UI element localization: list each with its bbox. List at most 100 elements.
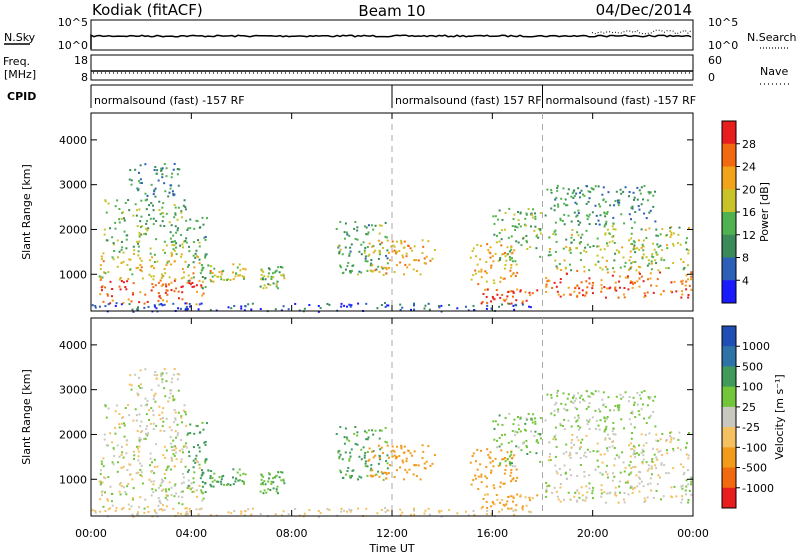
velocity-cell [251,507,254,510]
power-cell [351,264,354,267]
power-cell [485,307,488,310]
velocity-cell [409,452,412,455]
velocity-cell [154,489,157,492]
velocity-cell [139,425,142,428]
velocity-cell [390,450,393,453]
power-cell [196,290,199,293]
velocity-cell [576,436,579,439]
power-cell [403,273,406,276]
velocity-cell [544,419,547,422]
velocity-cell [158,414,161,417]
velocity-cell [130,384,133,387]
power-cell [165,264,168,267]
cpid-change-markers [391,113,543,516]
velocity-cell [498,510,501,513]
velocity-cell [384,440,387,443]
velocity-cell [656,483,659,486]
power-cell [169,237,172,240]
power-cell [586,214,589,217]
velocity-cell [138,436,141,439]
power-cell [617,201,620,204]
power-cell [404,263,407,266]
velocity-cell [128,414,131,417]
velocity-cell [587,395,590,398]
power-cell [665,267,668,270]
power-cell [176,218,179,221]
power-cell [155,307,158,310]
power-cell [588,277,591,280]
power-cell [570,233,573,236]
velocity-cell [665,449,668,452]
power-cell [524,217,527,220]
velocity-cell [562,452,565,455]
velocity-cell [537,432,540,435]
velocity-cell [348,439,351,442]
power-cell [513,308,516,311]
velocity-cell [162,504,165,507]
power-cell [646,264,649,267]
power-cell [493,282,496,285]
velocity-cell [476,468,479,471]
velocity-cell [189,432,192,435]
velocity-cell [592,393,595,396]
power-cell [422,245,425,248]
velocity-cell [503,482,506,485]
velocity-cell [603,416,606,419]
velocity-cell [672,467,675,470]
power-cell [660,258,663,261]
power-cell [429,259,432,262]
velocity-cell [510,451,513,454]
power-cell [569,251,572,254]
power-cell [187,227,190,230]
velocity-cell [339,425,342,428]
velocity-cell [648,397,651,400]
velocity-cell [576,474,579,477]
power-cell [168,191,171,194]
velocity-cell [495,446,498,449]
power-cell [570,241,573,244]
velocity-cell [597,390,600,393]
power-cell [386,262,389,265]
velocity-cell [145,432,148,435]
power-cell [111,236,114,239]
radar-title: Kodiak (fitACF) [92,1,203,19]
velocity-cell [158,500,161,503]
power-cell [239,269,242,272]
power-cell [500,229,503,232]
power-cell [349,271,352,274]
power-cell [648,227,651,230]
velocity-cell [600,492,603,495]
velocity-cell [499,462,502,465]
velocity-cell [503,504,506,507]
velocity-cell [360,476,363,479]
power-cell [629,256,632,259]
velocity-cell [653,453,656,456]
power-cell [480,270,483,273]
power-cell [137,189,140,192]
power-cell [535,247,538,250]
velocity-cell [146,399,149,402]
velocity-cell [235,477,238,480]
velocity-cell [211,480,214,483]
power-cell [170,263,173,266]
velocity-cell [155,512,158,515]
velocity-cell [269,489,272,492]
power-cell [516,226,519,229]
velocity-cell [413,450,416,453]
velocity-cell [525,439,528,442]
power-cell [335,227,338,230]
velocity-cell [557,410,560,413]
power-cell [277,266,280,269]
velocity-cell [486,506,489,509]
power-cell [554,233,557,236]
power-cell [571,192,574,195]
velocity-cell [557,408,560,411]
velocity-cell [524,496,527,499]
power-cell [198,258,201,261]
power-cell [596,254,599,257]
velocity-cell [612,433,615,436]
power-cell [273,271,276,274]
velocity-cell [98,480,101,483]
velocity-cell [167,465,170,468]
velocity-cell [607,396,610,399]
